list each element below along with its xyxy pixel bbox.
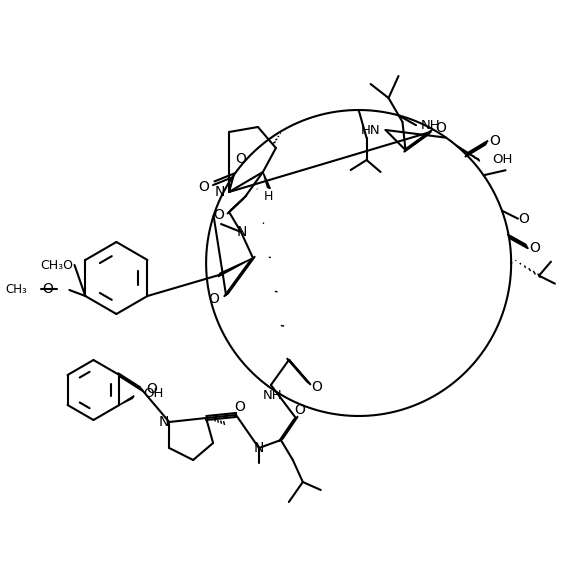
Text: O: O: [235, 400, 245, 414]
Text: O: O: [199, 180, 209, 194]
Text: O: O: [146, 382, 157, 396]
Polygon shape: [120, 396, 134, 405]
Text: OH: OH: [143, 387, 164, 399]
Text: O: O: [209, 292, 219, 306]
Text: NH: NH: [263, 389, 283, 402]
Text: NH: NH: [421, 119, 440, 132]
Text: N: N: [215, 185, 225, 199]
Text: CH₃O: CH₃O: [40, 259, 73, 272]
Text: N: N: [254, 441, 264, 455]
Text: N: N: [237, 225, 247, 239]
Text: O: O: [294, 403, 305, 417]
Text: CH₃: CH₃: [6, 283, 28, 296]
Text: O: O: [311, 380, 322, 394]
Text: N: N: [159, 415, 169, 429]
Text: O: O: [435, 121, 446, 135]
Polygon shape: [263, 172, 270, 188]
Text: O: O: [530, 241, 540, 255]
Text: H: H: [264, 190, 274, 203]
Text: O: O: [42, 282, 53, 296]
Text: OH: OH: [492, 153, 513, 166]
Text: O: O: [235, 152, 246, 166]
Text: HN: HN: [361, 123, 381, 136]
Polygon shape: [218, 258, 253, 277]
Text: O: O: [518, 211, 530, 226]
Text: O: O: [214, 208, 224, 222]
Text: O: O: [489, 134, 500, 148]
